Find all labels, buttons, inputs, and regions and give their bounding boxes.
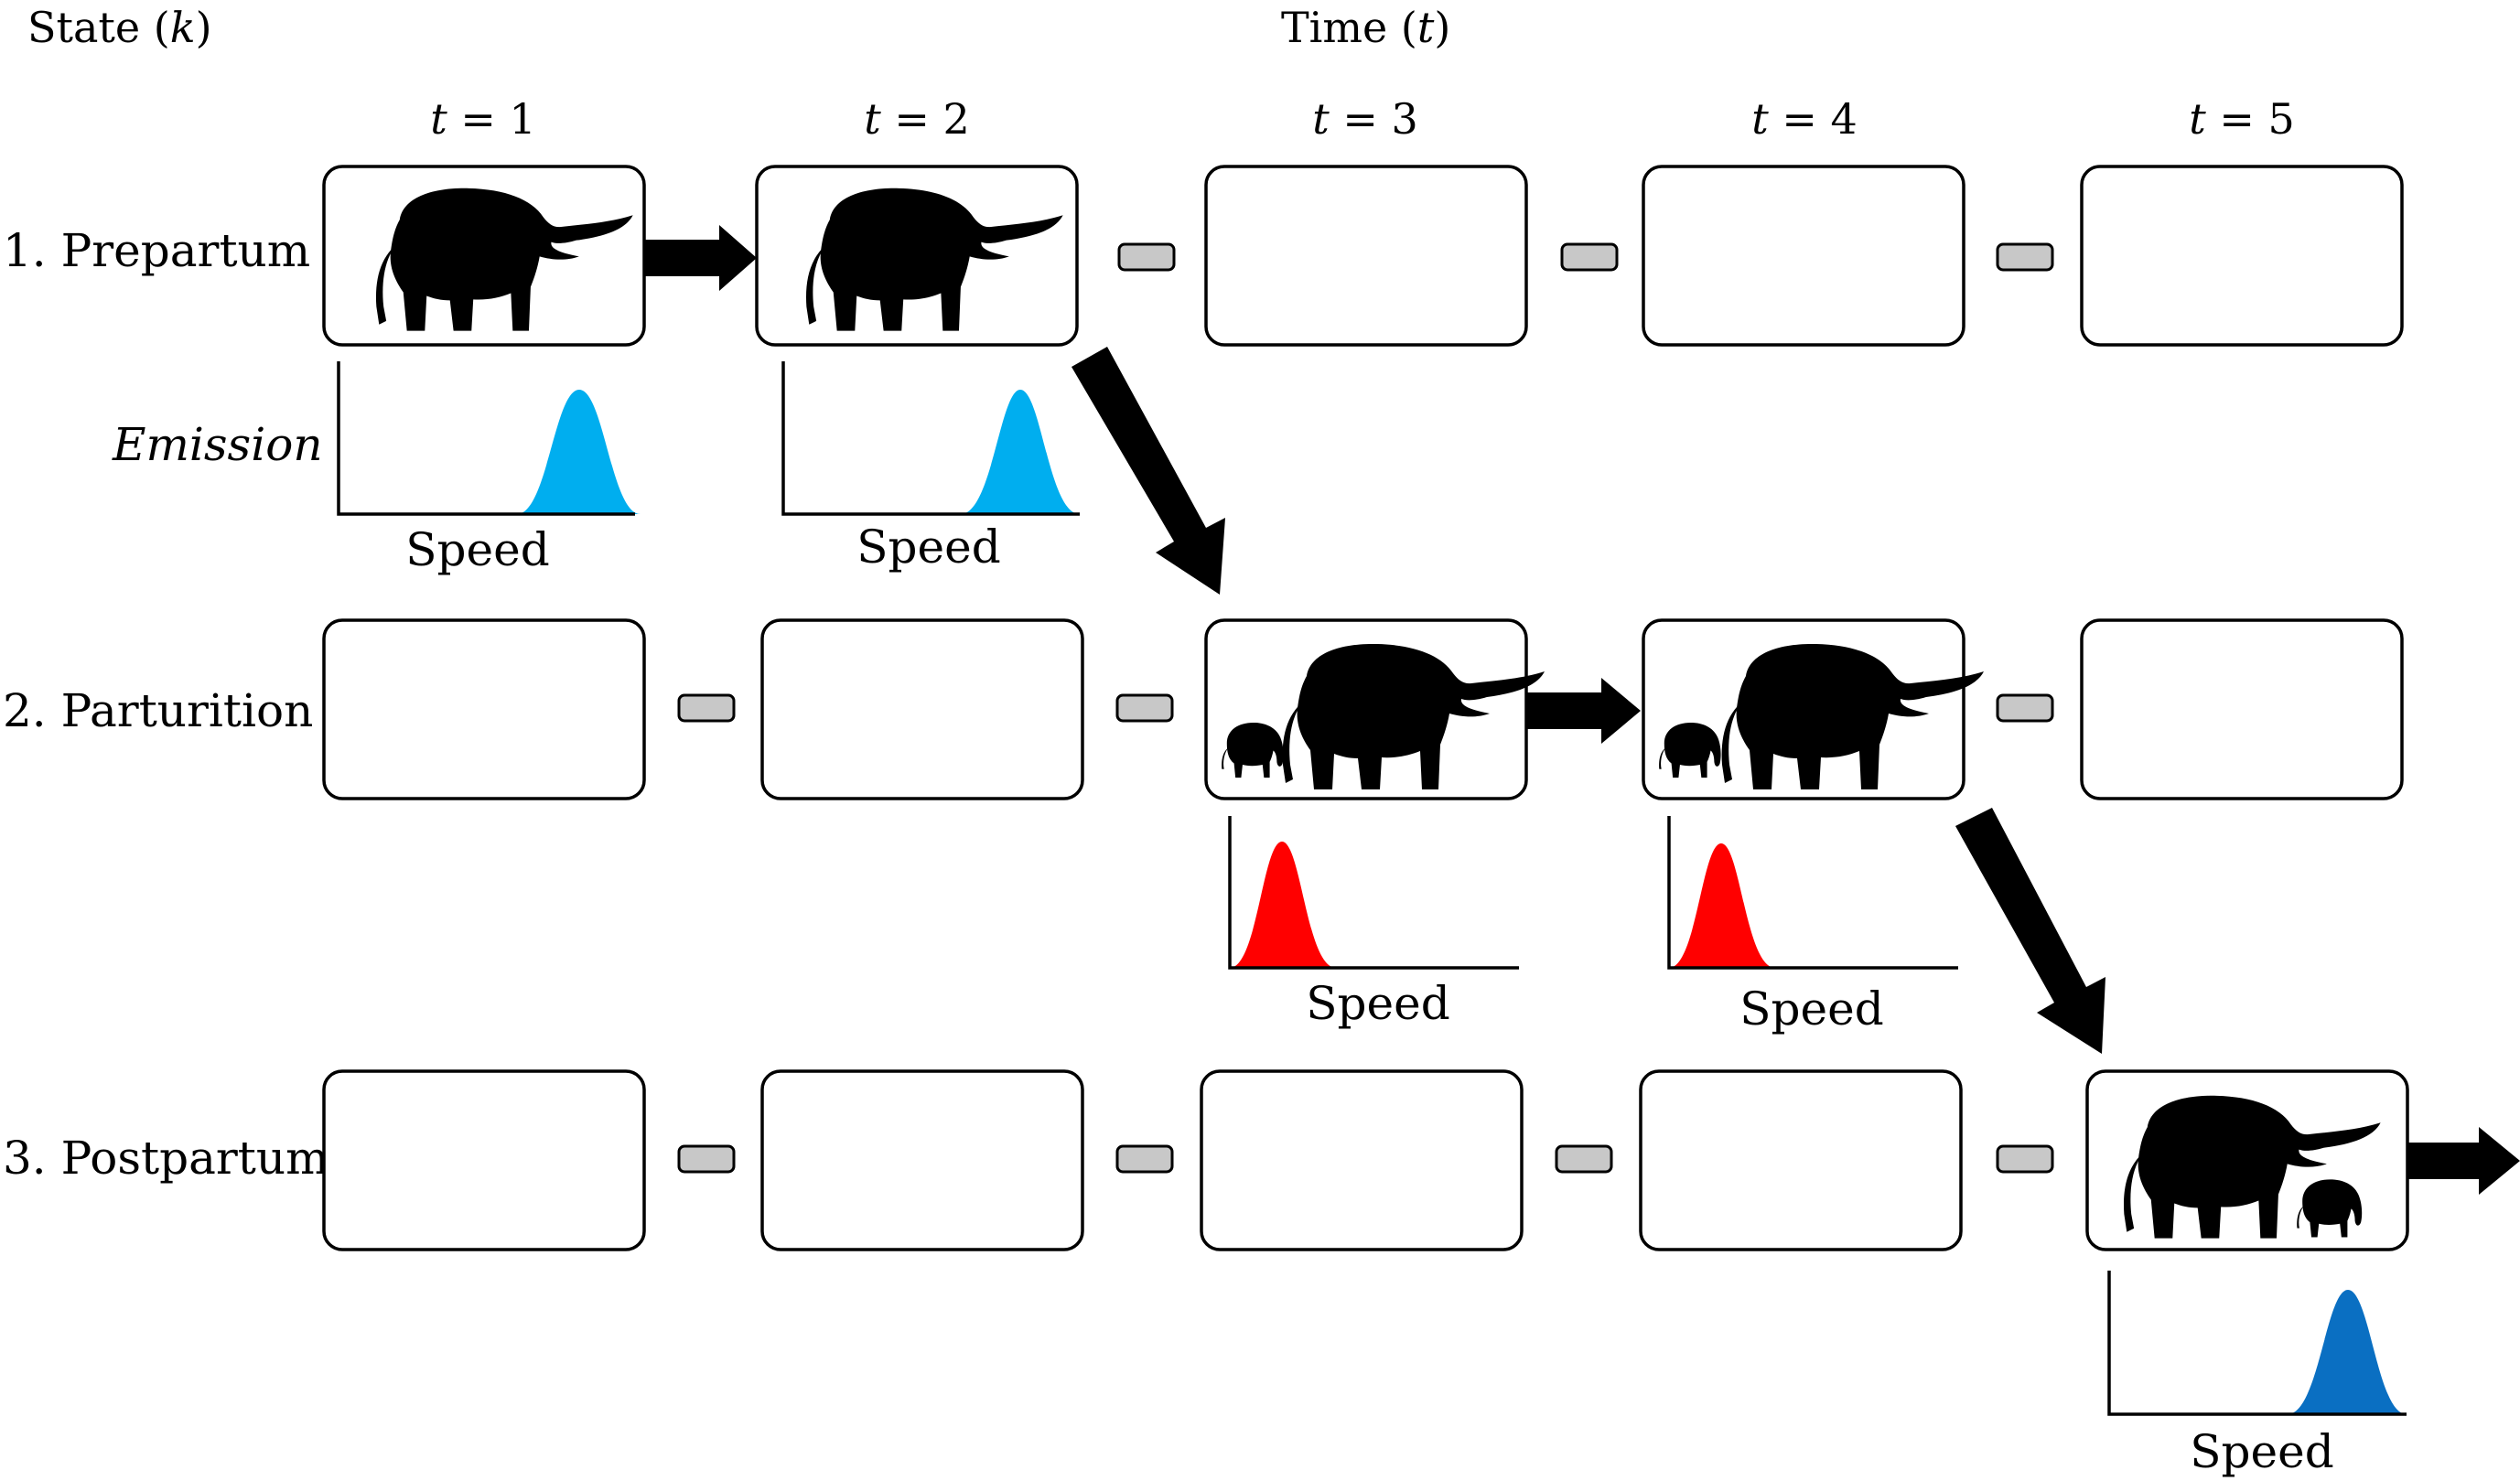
emission-axis (337, 361, 635, 516)
time-axis-close: ) (1434, 3, 1450, 52)
transition-arrow-right (1526, 678, 1641, 744)
cell-prepartum-t3 (1204, 165, 1528, 347)
time-axis-symbol: t (1417, 3, 1435, 52)
cell-parturition-t5 (2080, 618, 2404, 800)
speed-axis-label: Speed (2190, 1425, 2333, 1478)
speed-axis-label: Speed (405, 523, 549, 576)
time-axis-title: Time (t) (1281, 3, 1450, 52)
time-step-label-4: t = 4 (1751, 94, 1858, 144)
emission-curve-prepartum (961, 390, 1080, 514)
inactive-transition-pill (1117, 242, 1176, 272)
time-step-label-2: t = 2 (864, 94, 970, 144)
state-label-parturition: 2. Parturition (3, 684, 313, 737)
inactive-transition-pill (677, 1144, 736, 1174)
inactive-transition-pill (677, 693, 736, 723)
emission-plot-parturition-t4 (1667, 816, 1958, 970)
emission-curve-postpartum (2288, 1290, 2407, 1414)
transition-arrow-right (2407, 1127, 2520, 1195)
state-label-prepartum: 1. Prepartum (3, 224, 310, 277)
emission-plot-postpartum-t5 (2107, 1271, 2407, 1416)
time-step-label-1: t = 1 (430, 94, 536, 144)
state-axis-symbol: k (170, 3, 196, 52)
emission-axis (2107, 1271, 2407, 1416)
emission-label: Emission (112, 418, 323, 471)
emission-curve-parturition (1669, 843, 1775, 968)
time-step-label-5: t = 5 (2189, 94, 2295, 144)
emission-axis (781, 361, 1080, 516)
speed-axis-label: Speed (1739, 982, 1883, 1036)
speed-axis-label: Speed (856, 520, 1000, 574)
state-axis-title: State (k) (27, 3, 212, 52)
transition-arrow-diagonal (1955, 808, 2105, 1054)
emission-curve-prepartum (517, 390, 641, 514)
inactive-transition-pill (1555, 1144, 1613, 1174)
cell-parturition-t2 (760, 618, 1084, 800)
time-step-label-3: t = 3 (1312, 94, 1418, 144)
state-label-postpartum: 3. Postpartum (3, 1132, 329, 1185)
emission-plot-prepartum-t1 (337, 361, 641, 516)
transition-arrow-right (644, 225, 757, 291)
emission-axis (1228, 816, 1519, 970)
time-axis-title-text: Time ( (1281, 3, 1417, 52)
cell-postpartum-t2 (760, 1069, 1084, 1251)
emission-axis (1667, 816, 1958, 970)
emission-plot-prepartum-t2 (781, 361, 1080, 516)
inactive-transition-pill (1996, 693, 2054, 723)
transition-arrow-diagonal (1072, 347, 1225, 595)
inactive-transition-pill (1996, 1144, 2054, 1174)
inactive-transition-pill (1560, 242, 1619, 272)
state-axis-title-text: State ( (27, 3, 170, 52)
emission-curve-parturition (1230, 842, 1336, 968)
state-axis-close: ) (196, 3, 212, 52)
inactive-transition-pill (1996, 242, 2054, 272)
cell-postpartum-t1 (322, 1069, 646, 1251)
speed-axis-label: Speed (1306, 977, 1449, 1030)
inactive-transition-pill (1115, 1144, 1174, 1174)
cell-prepartum-t5 (2080, 165, 2404, 347)
cell-prepartum-t4 (1642, 165, 1965, 347)
cell-postpartum-t4 (1639, 1069, 1963, 1251)
inactive-transition-pill (1115, 693, 1174, 723)
cell-parturition-t1 (322, 618, 646, 800)
cell-postpartum-t3 (1200, 1069, 1524, 1251)
emission-plot-parturition-t3 (1228, 816, 1519, 970)
